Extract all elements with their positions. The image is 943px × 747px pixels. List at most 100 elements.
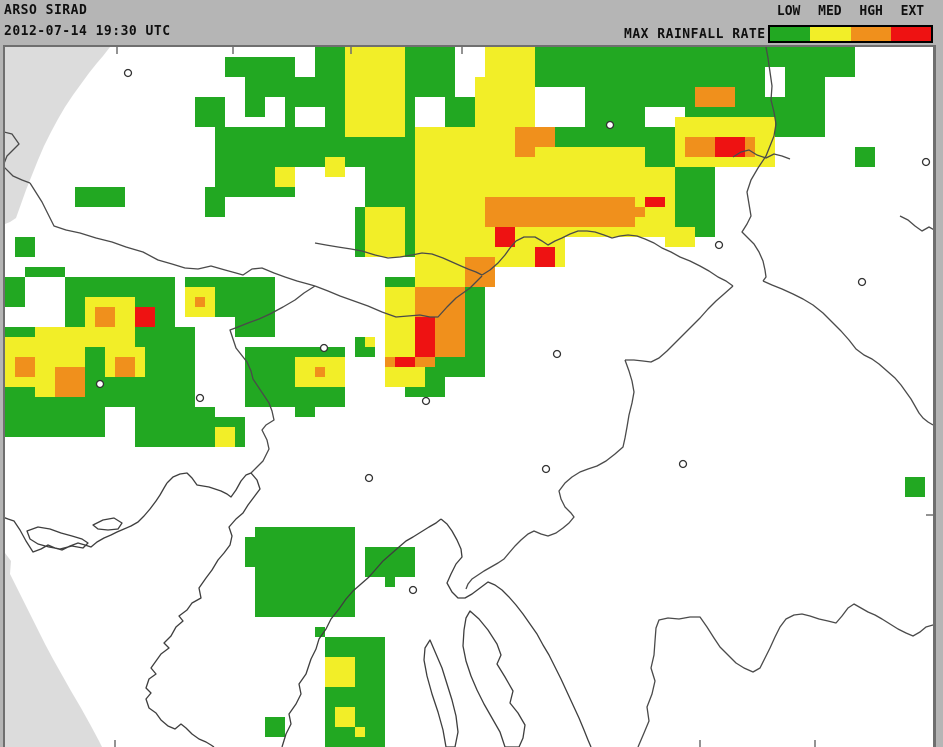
legend-label-ext: EXT — [900, 4, 925, 19]
radar-cell — [15, 237, 35, 257]
radar-cell — [535, 247, 555, 267]
radar-cell — [95, 307, 115, 327]
city-marker — [552, 349, 562, 359]
legend-seg-med — [810, 27, 851, 41]
radar-cell — [815, 47, 855, 77]
country-border — [741, 47, 777, 282]
city-marker — [857, 277, 867, 287]
radar-cell — [645, 197, 665, 207]
radar-cell — [315, 367, 325, 377]
city-marker — [714, 240, 724, 250]
radar-cell — [335, 707, 355, 727]
coastline — [462, 610, 526, 747]
timestamp: 2012-07-14 19:30 UTC — [4, 24, 171, 39]
radar-cell — [325, 157, 345, 177]
radar-cell — [905, 477, 925, 497]
coastline — [166, 472, 252, 498]
radar-cell — [55, 367, 85, 397]
city-marker — [123, 68, 133, 78]
radar-cell — [715, 137, 745, 157]
radar-map — [3, 45, 936, 747]
radar-cell — [485, 197, 635, 227]
radar-cell — [135, 307, 155, 327]
precipitation-cells-layer — [5, 47, 933, 747]
country-border — [314, 275, 483, 318]
coastline — [5, 482, 168, 553]
city-marker — [195, 393, 205, 403]
radar-cell — [295, 107, 325, 127]
city-marker — [319, 343, 329, 353]
legend-colorbar — [768, 25, 933, 43]
radar-cell — [685, 137, 715, 157]
country-border — [5, 131, 31, 184]
station-name: ARSO SIRAD — [4, 3, 88, 18]
radar-cell — [255, 527, 355, 617]
city-marker — [408, 585, 418, 595]
country-border — [481, 230, 734, 287]
radar-cell — [695, 87, 735, 107]
country-border — [314, 242, 483, 276]
radar-cell — [535, 127, 555, 147]
radar-cell — [135, 407, 215, 447]
city-marker — [678, 459, 688, 469]
coastline — [440, 518, 592, 747]
out-of-range-area — [5, 47, 110, 224]
coastline — [92, 517, 123, 531]
radar-cell — [665, 227, 695, 247]
country-border — [899, 215, 933, 232]
country-border — [229, 285, 316, 474]
radar-cell — [365, 547, 395, 577]
radar-cell — [265, 717, 285, 737]
radar-cell — [265, 97, 285, 117]
radar-cell — [365, 337, 375, 347]
radar-cell — [465, 257, 495, 287]
country-border — [465, 359, 635, 590]
city-marker — [541, 464, 551, 474]
city-marker — [364, 473, 374, 483]
radar-cell — [495, 227, 515, 247]
out-of-range-area — [5, 553, 102, 747]
country-border — [637, 603, 933, 747]
legend-title: MAX RAINFALL RATE — [624, 27, 766, 42]
legend-seg-ext — [890, 27, 931, 41]
radar-cell — [345, 47, 405, 137]
legend-seg-low — [770, 27, 811, 41]
radar-cell — [195, 297, 205, 307]
radar-cell — [395, 357, 415, 367]
radar-cell — [275, 167, 295, 187]
radar-cell — [355, 727, 365, 737]
radar-cell — [385, 577, 395, 587]
radar-cell — [395, 547, 415, 577]
radar-cell — [535, 87, 585, 127]
radar-cell — [205, 187, 225, 217]
city-marker — [95, 379, 105, 389]
country-border — [732, 149, 791, 160]
header-bar: ARSO SIRAD 2012-07-14 19:30 UTC MAX RAIN… — [0, 0, 943, 45]
radar-cell — [15, 357, 35, 377]
radar-cell — [115, 357, 135, 377]
radar-cell — [75, 187, 125, 207]
city-marker — [421, 396, 431, 406]
radar-cell — [215, 427, 235, 447]
city-marker — [921, 157, 931, 167]
radar-cell — [325, 657, 355, 687]
radar-cell — [235, 307, 275, 337]
radar-cell — [365, 207, 405, 257]
country-border — [762, 280, 933, 426]
legend-seg-hgh — [850, 27, 891, 41]
radar-cell — [295, 397, 315, 417]
map-vector-layer — [5, 47, 933, 747]
legend-label-hgh: HGH — [859, 4, 883, 19]
coastline — [26, 526, 89, 550]
radar-cell — [195, 97, 225, 127]
coastline — [145, 472, 261, 747]
coastline — [281, 518, 442, 747]
legend-label-low: LOW — [776, 4, 801, 19]
radar-cell — [745, 137, 755, 157]
radar-cell — [515, 127, 535, 157]
radar-cell — [855, 147, 875, 167]
radar-cell — [485, 47, 535, 77]
radar-cell — [415, 317, 435, 357]
radar-cell — [245, 537, 265, 567]
